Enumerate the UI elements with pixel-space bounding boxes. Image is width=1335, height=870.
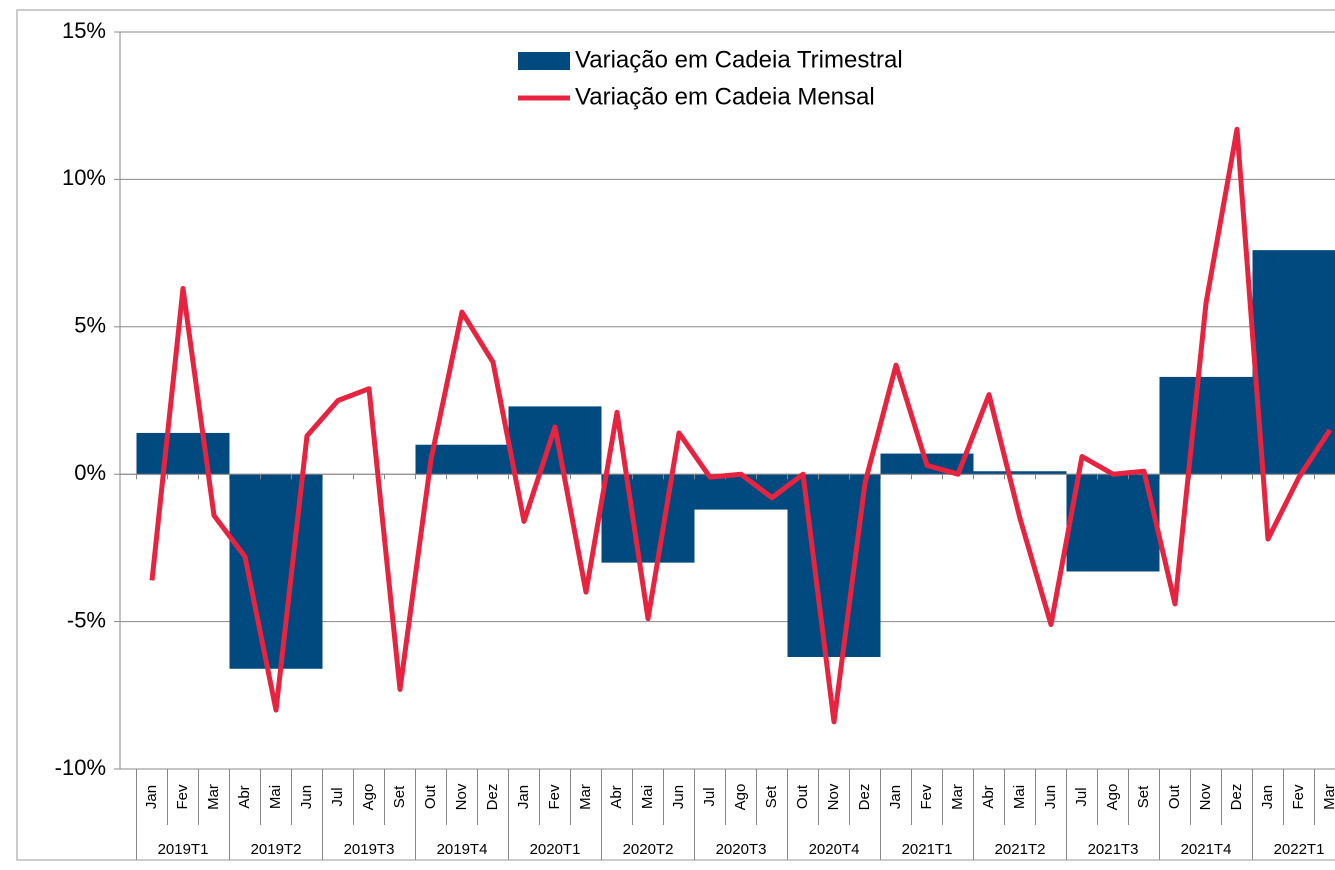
chart-frame bbox=[16, 9, 1335, 861]
x-tick-label: Fev bbox=[1290, 784, 1307, 810]
x-tick-label: Jan bbox=[515, 785, 532, 809]
x-tick-label: Nov bbox=[825, 783, 842, 810]
x-tick-label: Fev bbox=[174, 784, 191, 810]
x-tick-label: Jun bbox=[670, 785, 687, 809]
x-tick-label: Ago bbox=[1104, 784, 1121, 811]
x-tick-label: Mai bbox=[639, 785, 656, 809]
x-tick-label: Abr bbox=[980, 785, 997, 808]
group-label: 2019T1 bbox=[158, 841, 209, 858]
bar bbox=[229, 474, 323, 669]
group-label: 2020T1 bbox=[530, 841, 581, 858]
bar bbox=[787, 474, 881, 657]
x-tick-label: Dez bbox=[484, 784, 501, 811]
bar bbox=[973, 471, 1067, 475]
y-tick-label: -10% bbox=[55, 755, 106, 780]
bar bbox=[601, 474, 695, 563]
y-tick-label: 10% bbox=[62, 165, 106, 190]
group-label: 2020T3 bbox=[716, 841, 767, 858]
x-tick-label: Fev bbox=[546, 784, 563, 810]
x-tick-label: Dez bbox=[856, 784, 873, 811]
x-tick-label: Out bbox=[1166, 784, 1183, 809]
bar bbox=[1252, 250, 1335, 475]
group-label: 2019T4 bbox=[437, 841, 488, 858]
group-label: 2020T2 bbox=[623, 841, 674, 858]
x-tick-label: Jul bbox=[1073, 787, 1090, 806]
y-tick-label: 15% bbox=[62, 18, 106, 43]
x-tick-label: Jun bbox=[298, 785, 315, 809]
y-tick-label: 0% bbox=[74, 460, 106, 485]
x-tick-label: Mar bbox=[577, 784, 594, 810]
x-tick-label: Nov bbox=[453, 783, 470, 810]
legend-label: Variação em Cadeia Mensal bbox=[575, 83, 875, 110]
y-tick-label: 5% bbox=[74, 313, 106, 338]
x-tick-label: Jan bbox=[1259, 785, 1276, 809]
legend-label: Variação em Cadeia Trimestral bbox=[575, 46, 903, 73]
x-tick-label: Abr bbox=[236, 785, 253, 808]
x-tick-label: Ago bbox=[732, 784, 749, 811]
x-tick-label: Out bbox=[794, 784, 811, 809]
group-label: 2022T1 bbox=[1274, 841, 1325, 858]
x-tick-label: Mar bbox=[949, 784, 966, 810]
x-tick-label: Jul bbox=[329, 787, 346, 806]
x-tick-label: Set bbox=[1135, 785, 1152, 808]
x-tick-label: Jun bbox=[1042, 785, 1059, 809]
group-label: 2021T2 bbox=[995, 841, 1046, 858]
x-tick-label: Jan bbox=[887, 785, 904, 809]
group-label: 2020T4 bbox=[809, 841, 860, 858]
group-label: 2019T3 bbox=[344, 841, 395, 858]
group-label: 2021T4 bbox=[1181, 841, 1232, 858]
group-label: 2021T3 bbox=[1088, 841, 1139, 858]
x-tick-label: Set bbox=[763, 785, 780, 808]
bar bbox=[1159, 376, 1253, 475]
bar bbox=[136, 432, 230, 475]
x-tick-label: Dez bbox=[1228, 784, 1245, 811]
x-tick-label: Ago bbox=[360, 784, 377, 811]
group-label: 2019T2 bbox=[251, 841, 302, 858]
x-tick-label: Abr bbox=[608, 785, 625, 808]
x-tick-label: Mai bbox=[1011, 785, 1028, 809]
x-tick-label: Mai bbox=[267, 785, 284, 809]
x-tick-label: Set bbox=[391, 785, 408, 808]
x-tick-label: Fev bbox=[918, 784, 935, 810]
x-tick-label: Jul bbox=[701, 787, 718, 806]
x-tick-label: Nov bbox=[1197, 783, 1214, 810]
group-label: 2021T1 bbox=[902, 841, 953, 858]
x-tick-label: Mar bbox=[205, 784, 222, 810]
x-tick-label: Mar bbox=[1321, 784, 1335, 810]
bar bbox=[694, 474, 788, 510]
x-tick-label: Jan bbox=[143, 785, 160, 809]
x-tick-label: Out bbox=[422, 784, 439, 809]
y-tick-label: -5% bbox=[67, 607, 106, 632]
bar bbox=[1066, 474, 1160, 572]
legend-swatch bbox=[518, 52, 570, 70]
line bbox=[149, 126, 1333, 725]
